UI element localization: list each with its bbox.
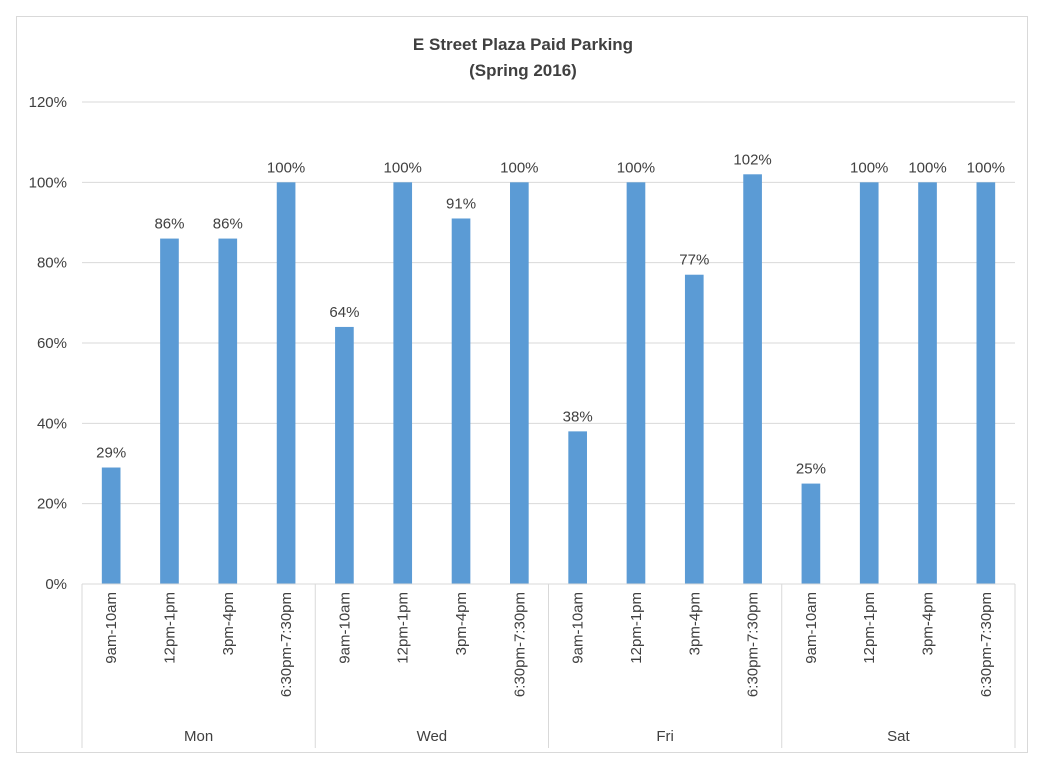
data-label: 100%: [617, 159, 655, 176]
x-category-label: 9am-10am: [803, 592, 820, 664]
chart-title: E Street Plaza Paid Parking: [413, 35, 633, 54]
data-label: 100%: [384, 159, 422, 176]
bar: [568, 431, 587, 584]
x-category-label: 12pm-1pm: [395, 592, 412, 664]
data-label: 100%: [267, 159, 305, 176]
data-label: 100%: [908, 159, 946, 176]
y-tick-label: 120%: [29, 94, 67, 111]
x-category-label: 3pm-4pm: [220, 592, 237, 655]
y-tick-label: 40%: [37, 415, 67, 432]
data-label: 29%: [96, 445, 126, 462]
data-label: 102%: [733, 151, 771, 168]
bar: [801, 483, 821, 584]
x-category-label: 6:30pm-7:30pm: [278, 592, 295, 697]
data-label: 77%: [679, 252, 709, 269]
bar: [976, 182, 996, 585]
x-category-label: 12pm-1pm: [628, 592, 645, 664]
x-category-label: 9am-10am: [570, 592, 587, 664]
x-category-label: 6:30pm-7:30pm: [978, 592, 995, 697]
chart-svg: E Street Plaza Paid Parking (Spring 2016…: [29, 35, 1016, 748]
x-category-label: 3pm-4pm: [920, 592, 937, 655]
bar: [510, 182, 529, 585]
data-label: 100%: [500, 159, 538, 176]
data-label: 91%: [446, 195, 476, 212]
bars: [101, 174, 996, 585]
bar: [626, 182, 646, 585]
x-category-label: 12pm-1pm: [161, 592, 178, 664]
data-label: 25%: [796, 461, 826, 478]
group-label: Wed: [417, 728, 448, 745]
data-labels: 29% 86% 86% 100% 64% 100% 91% 100% 38% 100% 77% 102…: [96, 151, 1005, 477]
bar: [160, 238, 179, 585]
x-axis: Mon 9am-10am 12pm-1pm 3pm-4pm 6:30pm-7:30pm W…: [81, 583, 1016, 748]
data-label: 86%: [213, 216, 243, 233]
bar: [101, 467, 121, 584]
chart-frame: E Street Plaza Paid Parking (Spring 2016…: [16, 16, 1028, 753]
group-label: Mon: [184, 728, 213, 745]
x-category-label: 9am-10am: [103, 592, 120, 664]
x-category-label: 3pm-4pm: [686, 592, 703, 655]
x-category-label: 6:30pm-7:30pm: [511, 592, 528, 697]
bar: [218, 238, 238, 585]
y-tick-label: 80%: [37, 255, 67, 272]
bar: [859, 182, 879, 585]
bar: [451, 218, 471, 584]
bar: [684, 274, 704, 584]
y-tick-label: 60%: [37, 335, 67, 352]
data-label: 38%: [563, 408, 593, 425]
bar: [276, 182, 296, 585]
data-label: 86%: [154, 216, 184, 233]
data-label: 64%: [329, 304, 359, 321]
y-tick-label: 100%: [29, 174, 67, 191]
group-label: Fri: [656, 728, 674, 745]
group-label: Sat: [887, 728, 910, 745]
bar: [335, 326, 354, 584]
y-tick-label: 0%: [45, 576, 67, 593]
bar: [393, 182, 413, 585]
bar: [918, 182, 937, 585]
gridlines: [82, 101, 1015, 505]
bar: [743, 174, 762, 585]
data-label: 100%: [850, 159, 888, 176]
x-category-label: 12pm-1pm: [861, 592, 878, 664]
x-category-label: 9am-10am: [336, 592, 353, 664]
data-label: 100%: [967, 159, 1005, 176]
x-category-label: 6:30pm-7:30pm: [745, 592, 762, 697]
y-tick-label: 20%: [37, 496, 67, 513]
y-axis-ticks: 0% 20% 40% 60% 80% 100% 120%: [29, 94, 67, 593]
chart-subtitle: (Spring 2016): [469, 61, 577, 80]
x-category-label: 3pm-4pm: [453, 592, 470, 655]
